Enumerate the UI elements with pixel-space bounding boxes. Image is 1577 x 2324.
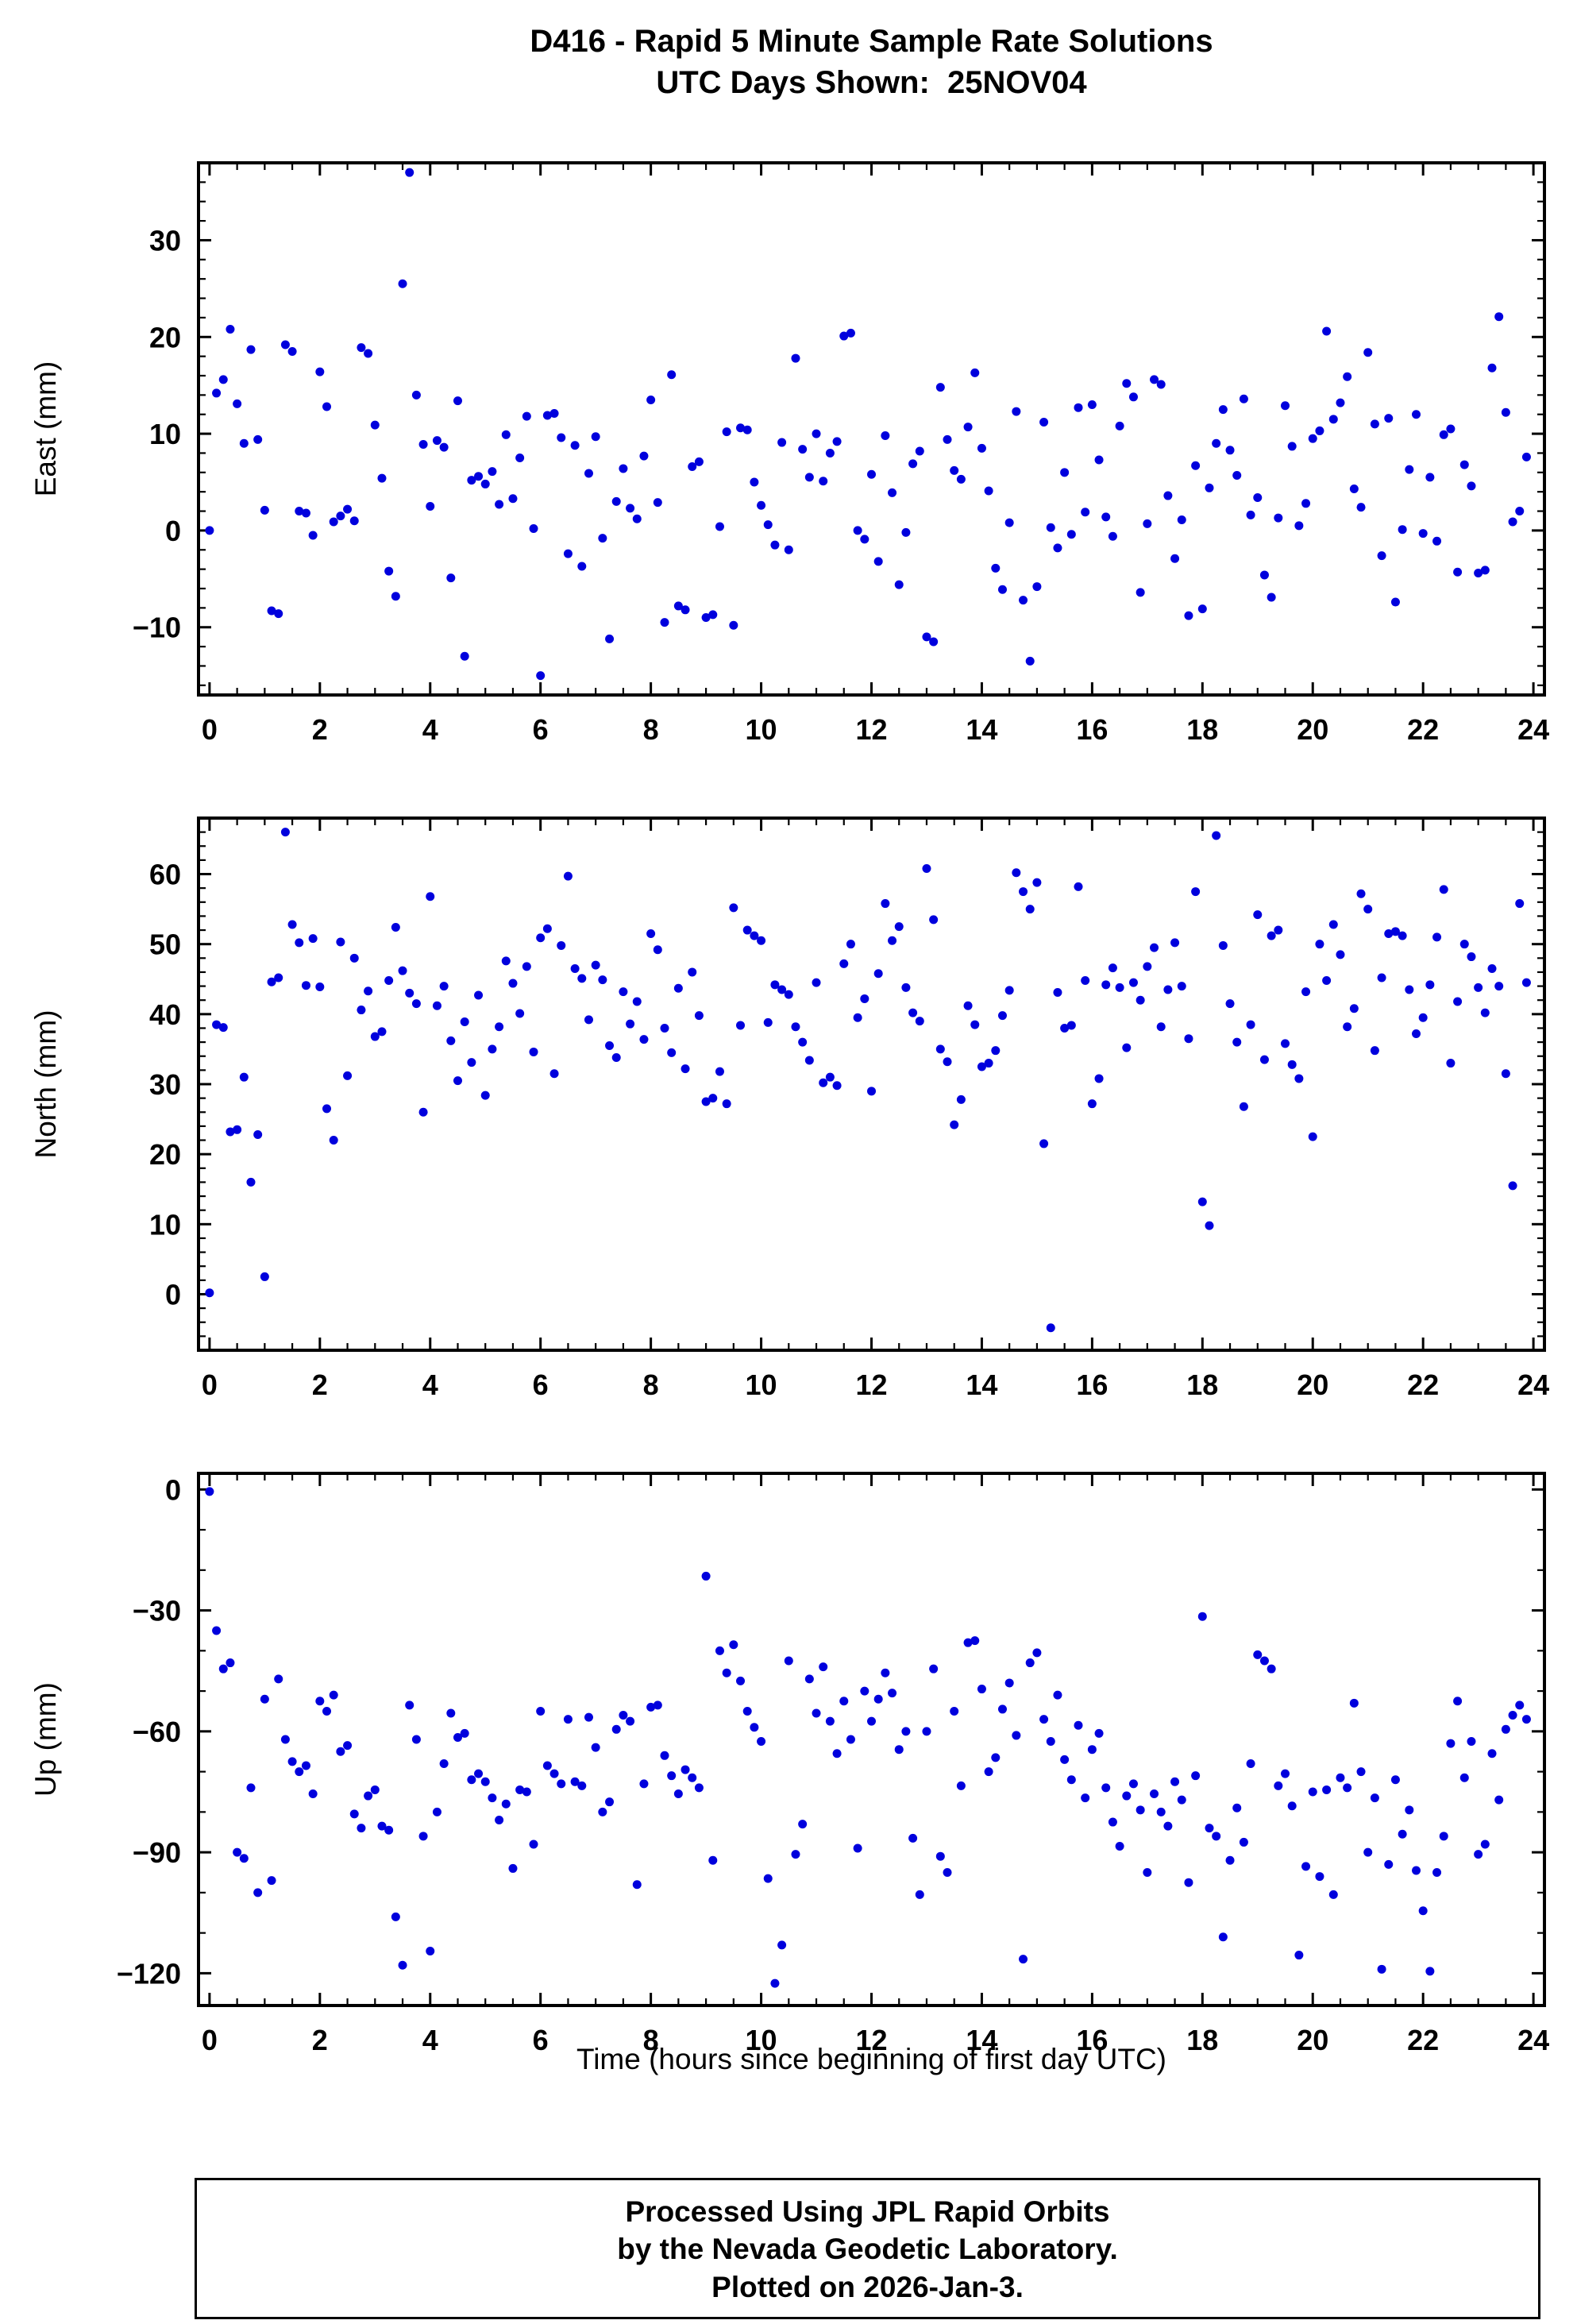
x-tick-label: 20 — [1297, 713, 1328, 746]
x-tick-label: 14 — [966, 2024, 997, 2056]
tick-marks — [199, 816, 1544, 1352]
chart-title: D416 - Rapid 5 Minute Sample Rate Soluti… — [199, 21, 1544, 103]
y-tick-label: 10 — [149, 1208, 181, 1241]
x-tick-label: 20 — [1297, 2024, 1328, 2056]
x-tick-label: 0 — [202, 1369, 218, 1401]
x-tick-label: 22 — [1407, 1369, 1439, 1401]
x-tick-label: 10 — [746, 1369, 777, 1401]
north-panel-chart: 0 2 4 6 8 10 12 14 16 18 20 22 240102030405060North … — [29, 816, 1549, 1401]
north-axis-label: North (mm) — [29, 1010, 62, 1158]
east-axis-label: East (mm) — [29, 361, 62, 497]
x-tick-label: 12 — [855, 1369, 887, 1401]
y-tick-label: 20 — [149, 1138, 181, 1171]
y-tick-label: 10 — [149, 418, 181, 450]
x-tick-label: 22 — [1407, 713, 1439, 746]
plot-box — [197, 1472, 1546, 2007]
x-tick-label: 0 — [202, 2024, 218, 2056]
plot-box — [197, 161, 1546, 697]
plot-box — [197, 816, 1546, 1352]
y-tick-label: 60 — [149, 859, 181, 891]
x-tick-label: 4 — [422, 2024, 438, 2056]
x-tick-label: 20 — [1297, 1369, 1328, 1401]
chart-title-line1: D416 - Rapid 5 Minute Sample Rate Soluti… — [530, 24, 1213, 59]
y-tick-label: 30 — [149, 224, 181, 257]
y-tick-label: 50 — [149, 928, 181, 961]
footer-line2: by the Nevada Geodetic Laboratory. — [617, 2233, 1118, 2266]
x-tick-label: 6 — [533, 2024, 549, 2056]
x-tick-label: 16 — [1076, 2024, 1108, 2056]
x-tick-label: 12 — [855, 2024, 887, 2056]
y-tick-label: 40 — [149, 998, 181, 1031]
x-tick-label: 18 — [1186, 713, 1218, 746]
y-tick-label: 0 — [165, 515, 181, 547]
y-tick-label: 30 — [149, 1068, 181, 1101]
footer-line1: Processed Using JPL Rapid Orbits — [625, 2195, 1110, 2228]
footer-box: Processed Using JPL Rapid Orbits by the … — [195, 2178, 1540, 2320]
x-axis-label: Time (hours since beginning of first day… — [576, 2043, 1166, 2075]
x-tick-label: 14 — [966, 713, 997, 746]
footer-line3: Plotted on 2026-Jan-3. — [711, 2270, 1024, 2303]
x-tick-label: 2 — [312, 713, 328, 746]
x-tick-label: 6 — [533, 1369, 549, 1401]
x-tick-label: 16 — [1076, 713, 1108, 746]
y-tick-label: 0 — [165, 1473, 181, 1506]
tick-labels: 0 2 4 6 8 10 12 14 16 18 20 22 24−120−90−60−300 — [117, 1473, 1549, 2056]
x-tick-label: 6 — [533, 713, 549, 746]
x-tick-label: 0 — [202, 713, 218, 746]
y-tick-label: −10 — [133, 612, 181, 644]
x-tick-label: 2 — [312, 2024, 328, 2056]
data-points — [205, 1487, 1531, 1988]
x-tick-label: 4 — [422, 1369, 438, 1401]
y-tick-label: −60 — [133, 1716, 181, 1748]
y-tick-label: 20 — [149, 321, 181, 353]
x-tick-label: 24 — [1517, 713, 1549, 746]
tick-marks — [199, 161, 1544, 695]
tick-marks — [199, 1473, 1544, 2006]
x-tick-label: 24 — [1517, 2024, 1549, 2056]
data-points — [205, 828, 1531, 1333]
x-tick-label: 10 — [746, 713, 777, 746]
x-tick-label: 10 — [746, 2024, 777, 2056]
x-tick-label: 8 — [643, 1369, 659, 1401]
x-tick-label: 8 — [643, 713, 659, 746]
data-points — [205, 168, 1531, 681]
y-tick-label: −30 — [133, 1595, 181, 1627]
x-tick-label: 12 — [855, 713, 887, 746]
y-tick-label: −120 — [117, 1957, 181, 1990]
y-tick-label: 0 — [165, 1278, 181, 1311]
x-tick-label: 16 — [1076, 1369, 1108, 1401]
x-tick-label: 4 — [422, 713, 438, 746]
x-tick-label: 2 — [312, 1369, 328, 1401]
x-tick-label: 18 — [1186, 1369, 1218, 1401]
x-tick-label: 8 — [643, 2024, 659, 2056]
up-axis-label: Up (mm) — [29, 1682, 62, 1797]
x-tick-label: 24 — [1517, 1369, 1549, 1401]
x-tick-label: 14 — [966, 1369, 997, 1401]
x-tick-label: 18 — [1186, 2024, 1218, 2056]
y-tick-label: −90 — [133, 1836, 181, 1869]
chart-title-line2: UTC Days Shown: 25NOV04 — [656, 65, 1087, 100]
x-tick-label: 22 — [1407, 2024, 1439, 2056]
